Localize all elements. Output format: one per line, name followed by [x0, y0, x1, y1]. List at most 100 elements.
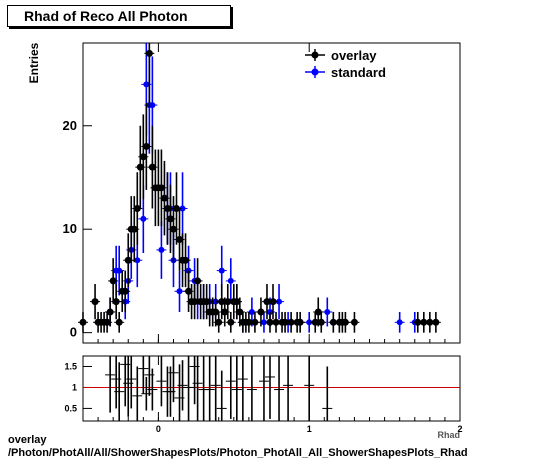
overlay-marker	[329, 318, 337, 326]
ratio-point	[274, 356, 285, 421]
overlay-marker	[257, 308, 265, 316]
overlay-point	[114, 311, 125, 333]
ratio-plot-area: 0.5 1 1.5 0 1 2	[64, 355, 463, 434]
overlay-marker	[185, 287, 193, 295]
standard-marker	[149, 102, 156, 109]
overlay-marker	[160, 194, 168, 202]
overlay-marker	[142, 142, 150, 150]
ratio-ytick-label: 1	[72, 382, 77, 392]
overlay-marker	[414, 318, 422, 326]
chart-legend: overlay standard	[305, 48, 386, 80]
overlay-marker	[91, 298, 99, 306]
ratio-point	[322, 366, 333, 421]
main-ytick-label: 0	[70, 325, 77, 340]
overlay-marker	[272, 318, 280, 326]
ratio-xtick-label: 1	[307, 424, 312, 434]
overlay-marker	[136, 163, 144, 171]
standard-point	[322, 297, 333, 327]
overlay-marker	[115, 318, 123, 326]
standard-marker	[116, 267, 123, 274]
legend-marker	[311, 68, 319, 76]
overlay-marker	[194, 277, 202, 285]
overlay-marker	[130, 225, 138, 233]
footer-line-1: overlay	[8, 434, 47, 446]
footer-line-2: /Photon/PhotAll/All/ShowerShapesPlots/Ph…	[8, 447, 468, 459]
standard-marker	[227, 277, 234, 284]
ratio-point	[183, 356, 194, 421]
overlay-marker	[176, 236, 184, 244]
overlay-point	[222, 284, 233, 320]
y-axis-label: Entries	[27, 42, 41, 83]
overlay-point	[340, 311, 351, 333]
overlay-point	[189, 284, 200, 320]
standard-marker	[140, 215, 147, 222]
standard-point	[274, 284, 285, 320]
ratio-point	[210, 356, 221, 421]
standard-marker	[396, 319, 403, 326]
standard-marker	[179, 205, 186, 212]
overlay-point	[310, 311, 321, 333]
ratio-point	[237, 356, 248, 421]
overlay-marker	[203, 298, 211, 306]
overlay-point	[132, 172, 143, 245]
standard-marker	[306, 319, 313, 326]
overlay-point	[430, 311, 441, 333]
ratio-point	[168, 356, 179, 403]
overlay-marker	[287, 318, 295, 326]
ratio-point	[216, 370, 227, 421]
ratio-xtick-label: 0	[156, 424, 161, 434]
overlay-marker	[263, 298, 271, 306]
standard-marker	[218, 267, 225, 274]
standard-point	[156, 220, 167, 279]
overlay-marker	[212, 308, 220, 316]
overlay-marker	[124, 256, 132, 264]
overlay-marker	[314, 308, 322, 316]
overlay-marker	[426, 318, 434, 326]
overlay-marker	[227, 318, 235, 326]
ratio-point	[204, 356, 215, 421]
ratio-point	[177, 360, 188, 411]
overlay-marker	[224, 298, 232, 306]
overlay-marker	[236, 308, 244, 316]
overlay-marker	[112, 298, 120, 306]
legend-item-overlay: overlay	[305, 48, 377, 63]
overlay-marker	[106, 308, 114, 316]
overlay-marker	[221, 308, 229, 316]
standard-point	[225, 258, 236, 304]
ratio-point	[114, 362, 125, 421]
standard-marker	[134, 257, 141, 264]
overlay-marker	[311, 318, 319, 326]
overlay-point	[108, 258, 119, 304]
overlay-point	[255, 297, 266, 327]
x-axis-label: Rhad	[438, 430, 461, 440]
overlay-marker	[420, 318, 428, 326]
overlay-marker	[251, 318, 259, 326]
overlay-marker	[145, 49, 153, 57]
overlay-marker	[341, 318, 349, 326]
standard-marker	[143, 81, 150, 88]
overlay-marker	[269, 298, 277, 306]
standard-marker	[248, 308, 255, 315]
main-ytick-label: 20	[63, 118, 77, 133]
ratio-point	[264, 356, 275, 419]
ratio-point	[246, 356, 257, 421]
standard-marker	[158, 246, 165, 253]
overlay-point	[180, 233, 191, 288]
ratio-point	[147, 368, 158, 411]
standard-point	[174, 270, 185, 312]
standard-marker	[260, 319, 267, 326]
ratio-point	[105, 356, 116, 413]
overlay-point	[111, 284, 122, 320]
overlay-point	[120, 270, 131, 312]
legend-label: standard	[331, 65, 386, 80]
overlay-point	[90, 284, 101, 320]
standard-marker	[276, 298, 283, 305]
ratio-ytick-label: 0.5	[64, 403, 77, 413]
overlay-point	[328, 311, 339, 333]
ratio-point	[126, 356, 137, 409]
overlay-marker	[172, 205, 180, 213]
overlay-marker	[103, 318, 111, 326]
legend-label: overlay	[331, 48, 377, 63]
